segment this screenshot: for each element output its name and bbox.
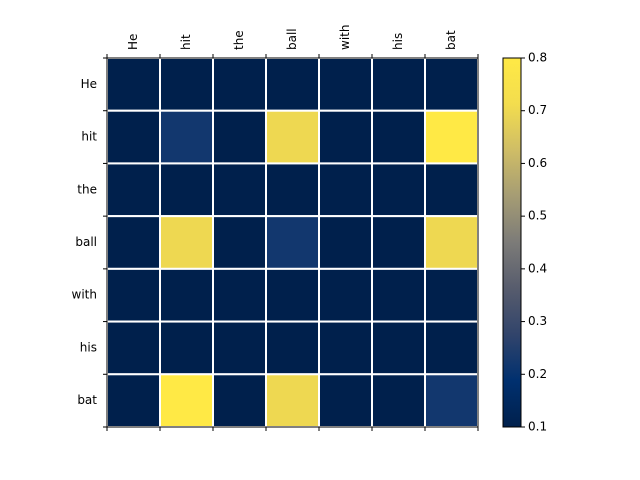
heatmap-cell: [318, 162, 373, 218]
heatmap-cell: [106, 320, 161, 376]
heatmap-cell: [159, 162, 214, 218]
colorbar-tick-label: 0.8: [528, 51, 547, 65]
x-tick-label: ball: [285, 28, 299, 50]
heatmap-cell: [159, 320, 214, 376]
heatmap-cells: [106, 57, 479, 428]
y-tick-label: hit: [81, 130, 97, 144]
heatmap-cell: [106, 109, 161, 165]
heatmap-cell: [212, 373, 267, 428]
x-tick-label: He: [126, 34, 140, 50]
heatmap-cell: [212, 57, 267, 112]
heatmap-cell: [424, 373, 479, 428]
heatmap-cell: [371, 109, 426, 165]
heatmap-cell: [424, 162, 479, 218]
heatmap-cell: [371, 267, 426, 323]
heatmap-cell: [265, 57, 320, 112]
colorbar-tick-label: 0.3: [528, 314, 547, 328]
heatmap-cell: [212, 215, 267, 270]
heatmap-cell: [106, 267, 161, 323]
y-tick-label: his: [80, 340, 97, 354]
heatmap-cell: [106, 162, 161, 218]
colorbar-tick-label: 0.2: [528, 367, 547, 381]
colorbar-tick-label: 0.4: [528, 261, 547, 275]
plot-frame: [106, 57, 479, 428]
heatmap-cell: [265, 109, 320, 165]
heatmap-cell: [371, 320, 426, 376]
heatmap-cell: [424, 57, 479, 112]
y-tick-label: with: [72, 288, 97, 302]
heatmap-cell: [106, 373, 161, 428]
colorbar-tick-label: 0.6: [528, 156, 547, 170]
heatmap-cell: [265, 162, 320, 218]
heatmap-cell: [159, 215, 214, 270]
x-tick-label: hit: [179, 34, 193, 50]
colorbar-gradient: [503, 58, 521, 427]
colorbar-ticks: 0.1 0.2 0.3 0.4 0.5 0.6 0.7 0.8: [521, 51, 547, 434]
x-tick-label: with: [338, 25, 352, 50]
colorbar-tick-label: 0.5: [528, 209, 547, 223]
y-tick-label: bat: [77, 393, 97, 407]
colorbar-tick-label: 0.7: [528, 103, 547, 117]
heatmap-cell: [318, 267, 373, 323]
x-tick-label: his: [391, 33, 405, 50]
heatmap-cell: [424, 215, 479, 270]
heatmap-cell: [159, 373, 214, 428]
heatmap-cell: [318, 109, 373, 165]
y-axis-ticks: He hit the ball with his bat: [72, 57, 107, 428]
heatmap-cell: [318, 57, 373, 112]
y-tick-label: ball: [75, 235, 97, 249]
heatmap-cell: [371, 57, 426, 112]
heatmap-cell: [159, 109, 214, 165]
heatmap-cell: [106, 57, 161, 112]
x-tick-label: the: [232, 30, 246, 50]
heatmap-cell: [265, 215, 320, 270]
heatmap-cell: [371, 162, 426, 218]
heatmap-cell: [318, 373, 373, 428]
colorbar: 0.1 0.2 0.3 0.4 0.5 0.6 0.7 0.8: [502, 51, 547, 434]
heatmap-cell: [159, 57, 214, 112]
heatmap-cell: [212, 267, 267, 323]
heatmap-cell: [212, 162, 267, 218]
heatmap-cell: [424, 109, 479, 165]
colorbar-tick-label: 0.1: [528, 420, 547, 434]
heatmap-cell: [265, 320, 320, 376]
heatmap-cell: [424, 320, 479, 376]
y-tick-label: the: [77, 182, 97, 196]
heatmap-cell: [424, 267, 479, 323]
heatmap-cell: [265, 267, 320, 323]
heatmap-cell: [212, 320, 267, 376]
heatmap-cell: [318, 215, 373, 270]
heatmap-cell: [371, 215, 426, 270]
heatmap-cell: [371, 373, 426, 428]
heatmap-cell: [212, 109, 267, 165]
heatmap-cell: [318, 320, 373, 376]
heatmap-cell: [159, 267, 214, 323]
x-tick-label: bat: [444, 30, 458, 50]
heatmap-cell: [106, 215, 161, 270]
x-axis-ticks: He hit the ball with his bat: [106, 25, 479, 431]
heatmap-cell: [265, 373, 320, 428]
colorbar-frame: [502, 57, 522, 428]
y-tick-label: He: [81, 77, 97, 91]
